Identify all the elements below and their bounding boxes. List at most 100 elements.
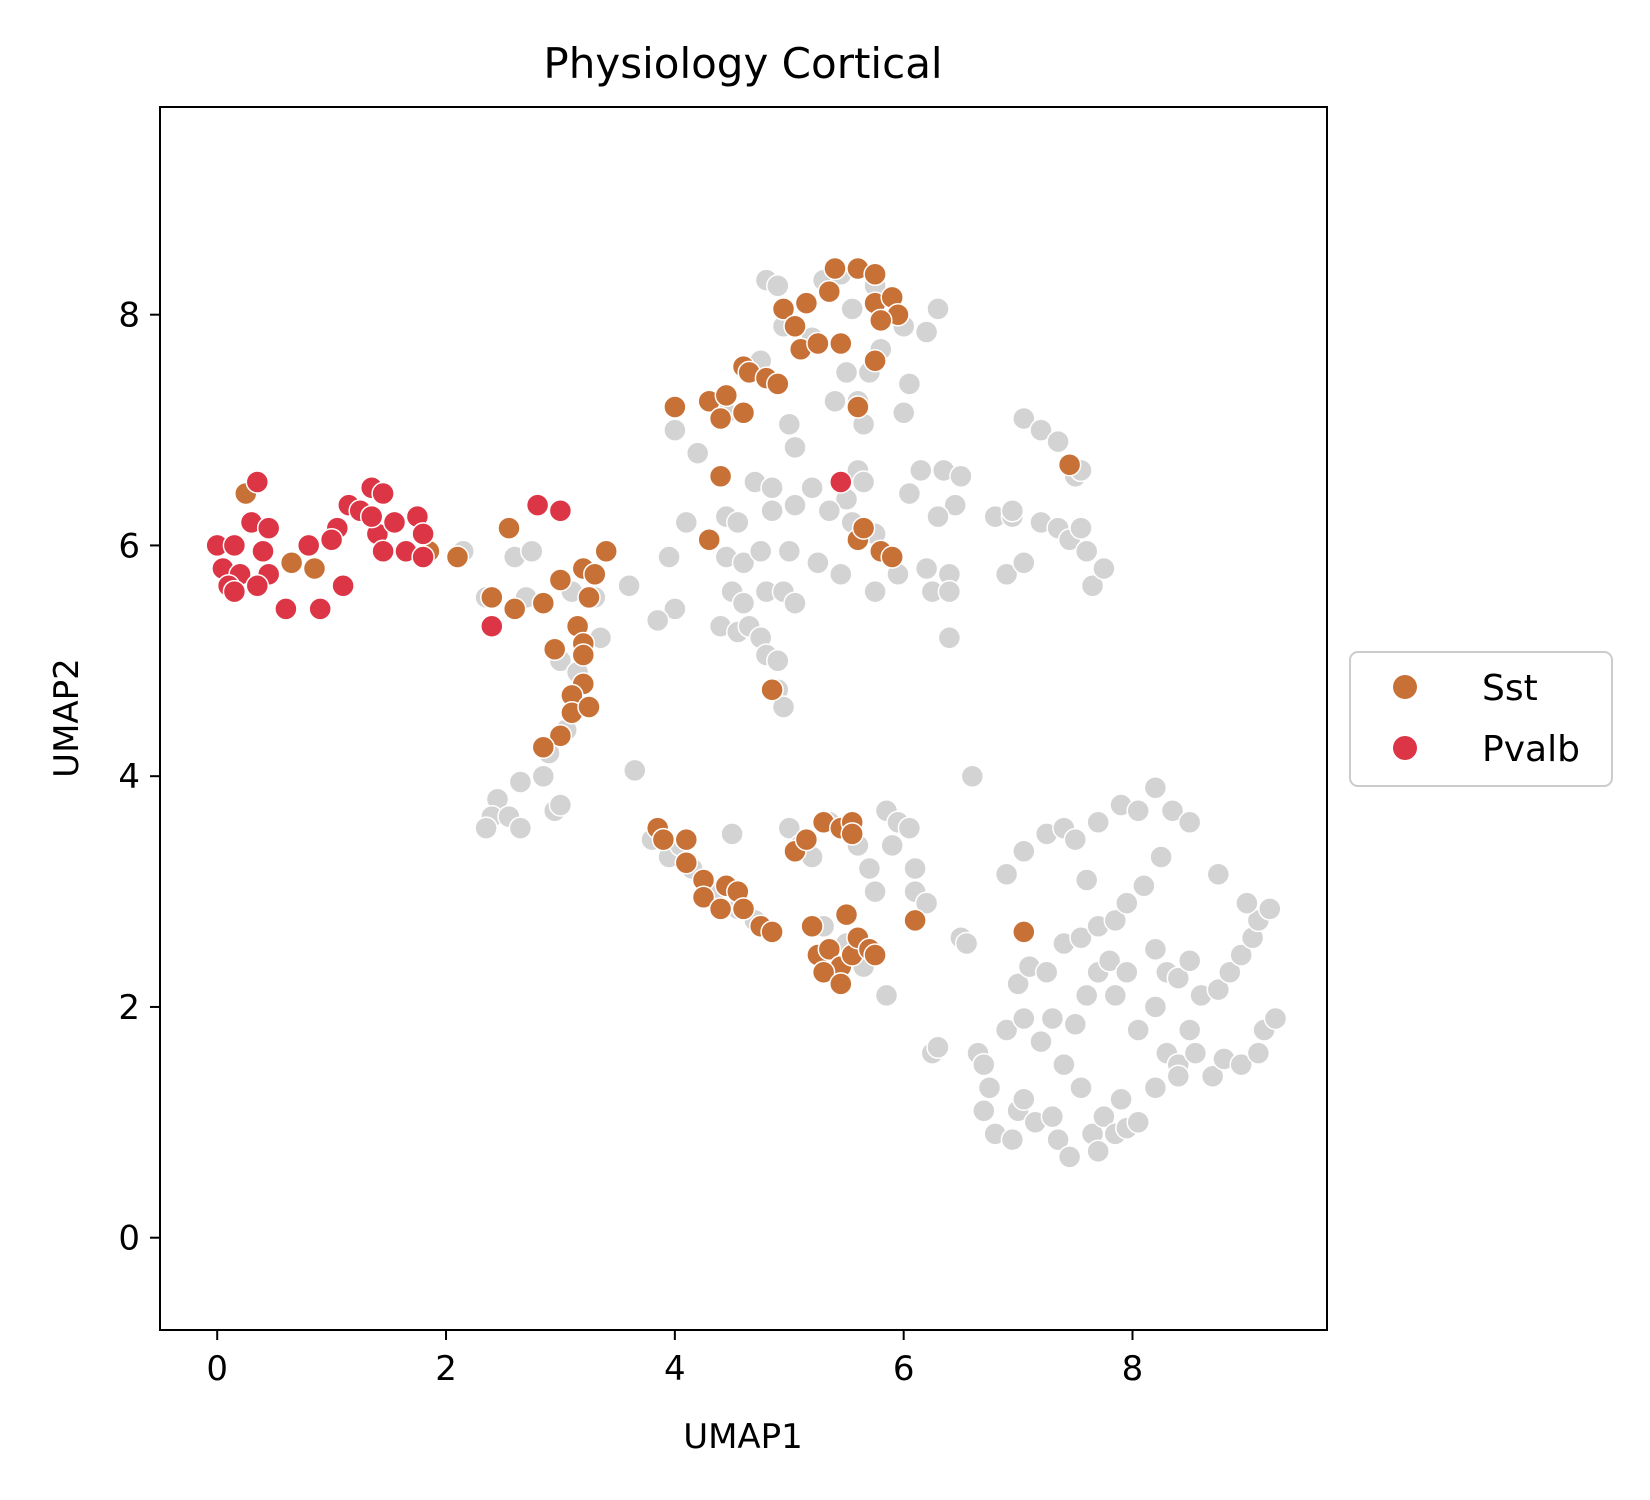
point-other-187 (1263, 1006, 1288, 1031)
point-sst-53 (577, 695, 601, 719)
legend: Sst Pvalb (1349, 651, 1613, 787)
point-other-42 (817, 499, 842, 523)
point-other-221 (1149, 845, 1173, 869)
point-pvalb-20 (411, 545, 435, 569)
point-other-114 (623, 758, 647, 783)
point-other-190 (1034, 960, 1059, 985)
point-other-41 (783, 493, 807, 517)
point-sst-25 (1057, 452, 1082, 477)
point-sst-38 (480, 585, 504, 610)
point-other-208 (1258, 897, 1282, 921)
point-pvalb-17 (319, 527, 344, 552)
point-other-40 (760, 499, 784, 523)
point-sst-13 (829, 331, 853, 356)
point-other-164 (1126, 1110, 1150, 1135)
point-other-181 (1183, 1041, 1208, 1065)
y-tick-label: 4 (118, 757, 140, 797)
point-other-217 (1126, 799, 1150, 823)
point-sst-45 (577, 585, 601, 610)
point-pvalb-30 (480, 614, 504, 638)
point-sst-70 (794, 827, 819, 852)
point-other-73 (657, 545, 681, 569)
point-sst-59 (674, 827, 699, 852)
point-sst-0 (823, 256, 847, 281)
point-other-141 (874, 983, 899, 1008)
point-other-34 (897, 481, 922, 506)
point-other-71 (771, 695, 796, 719)
point-sst-31 (880, 545, 904, 569)
point-other-166 (1012, 1006, 1036, 1031)
point-sst-10 (783, 314, 807, 338)
point-other-17 (891, 401, 916, 425)
point-other-204 (1229, 943, 1253, 967)
point-other-161 (1092, 1104, 1116, 1129)
point-pvalb-10 (411, 522, 435, 546)
point-sst-21 (714, 383, 739, 408)
point-pvalb-14 (222, 533, 247, 558)
y-tick-label: 2 (118, 988, 140, 1028)
point-pvalb-0 (245, 470, 270, 494)
point-sst-22 (731, 401, 756, 425)
point-other-133 (903, 856, 927, 881)
x-tick-label: 2 (435, 1349, 457, 1389)
point-other-24 (783, 435, 807, 460)
point-other-53 (914, 556, 939, 581)
point-other-36 (926, 504, 950, 529)
point-other-51 (863, 579, 887, 604)
point-sst-19 (663, 395, 687, 419)
point-other-200 (1177, 949, 1202, 973)
point-other-188 (1006, 972, 1030, 996)
point-other-202 (1206, 977, 1231, 1002)
plot-frame (159, 106, 1328, 1331)
point-other-194 (1103, 908, 1128, 933)
point-sst-68 (760, 920, 784, 944)
point-other-35 (943, 493, 967, 517)
point-other-120 (720, 822, 744, 846)
point-pvalb-7 (359, 504, 384, 529)
point-other-21 (663, 418, 687, 442)
point-other-168 (1040, 1006, 1065, 1031)
point-other-195 (1115, 891, 1139, 915)
point-other-225 (1109, 1087, 1133, 1111)
y-tick-label: 8 (118, 296, 140, 336)
point-other-175 (1115, 960, 1139, 985)
point-pvalb-31 (525, 493, 550, 517)
point-other-156 (1046, 1127, 1070, 1152)
point-pvalb-18 (371, 539, 395, 563)
point-other-131 (897, 816, 922, 840)
point-other-169 (1052, 1052, 1076, 1077)
point-other-185 (1246, 1041, 1271, 1065)
point-other-69 (766, 649, 790, 673)
point-other-48 (777, 539, 802, 563)
point-other-105 (531, 764, 556, 788)
y-tick-label: 6 (118, 526, 140, 566)
point-other-107 (548, 793, 573, 817)
point-other-39 (726, 510, 750, 535)
point-other-14 (823, 389, 847, 413)
point-sst-65 (708, 897, 733, 921)
y-tick-label: 0 (118, 1219, 140, 1259)
point-other-143 (954, 931, 979, 956)
point-other-31 (909, 458, 933, 483)
point-other-177 (1143, 995, 1168, 1019)
point-other-207 (1235, 891, 1259, 915)
point-other-1 (766, 274, 790, 298)
point-other-220 (1177, 810, 1202, 835)
point-other-56 (937, 579, 962, 604)
point-pvalb-25 (245, 574, 270, 598)
point-other-147 (972, 1052, 996, 1077)
point-other-29 (851, 470, 876, 494)
point-pvalb-12 (256, 516, 281, 540)
point-other-148 (977, 1075, 1002, 1100)
point-other-219 (1160, 799, 1185, 823)
point-pvalb-15 (296, 533, 321, 558)
point-sst-87 (1012, 920, 1036, 944)
point-other-89 (1046, 429, 1070, 454)
point-other-180 (1177, 1018, 1202, 1042)
point-other-155 (1040, 1104, 1065, 1129)
point-pvalb-16 (251, 539, 275, 563)
point-other-9 (926, 297, 950, 321)
point-other-184 (1229, 1052, 1253, 1077)
point-other-223 (1166, 1064, 1191, 1088)
